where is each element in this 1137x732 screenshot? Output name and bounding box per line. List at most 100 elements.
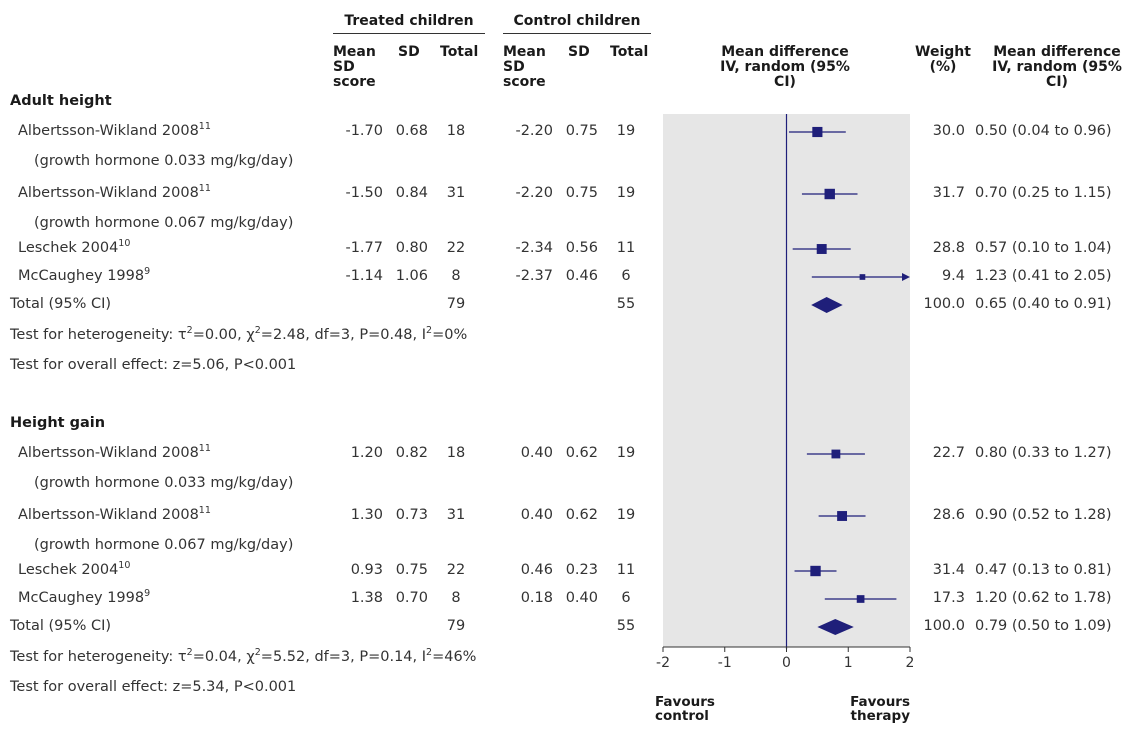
- total-weight: 100.0: [923, 618, 965, 634]
- treated-total-sum: 79: [446, 618, 466, 634]
- treated-sd: 0.80: [395, 240, 428, 256]
- total-mean-difference: 0.65 (0.40 to 0.91): [975, 296, 1112, 312]
- group-title: Height gain: [10, 415, 106, 431]
- study-subtitle: (growth hormone 0.033 mg/kg/day): [34, 475, 294, 491]
- treated-total: 18: [446, 445, 466, 461]
- study-estimate: [859, 274, 866, 280]
- study-estimate: [810, 565, 821, 577]
- control-mean: 0.46: [520, 562, 553, 578]
- mean-difference-value: 0.57 (0.10 to 1.04): [975, 240, 1112, 256]
- treated-total: 8: [451, 590, 461, 606]
- study-name: Albertsson-Wikland 200811: [18, 443, 211, 461]
- treated-mean: 1.38: [350, 590, 383, 606]
- study-name: Leschek 200410: [18, 238, 131, 256]
- control-sd: 0.62: [565, 507, 598, 523]
- overall-effect-test: Test for overall effect: z=5.34, P<0.001: [10, 679, 297, 695]
- control-total: 19: [616, 507, 636, 523]
- treated-total-sum: 79: [446, 296, 466, 312]
- mean-difference-value: 0.90 (0.52 to 1.28): [975, 507, 1112, 523]
- study-subtitle: (growth hormone 0.033 mg/kg/day): [34, 153, 294, 169]
- weight-value: 17.3: [932, 590, 965, 606]
- total-label: Total (95% CI): [10, 296, 112, 312]
- control-total: 19: [616, 185, 636, 201]
- control-sd: 0.40: [565, 590, 598, 606]
- control-sd: 0.56: [565, 240, 598, 256]
- study-estimate: [837, 511, 848, 521]
- treated-mean: -1.50: [345, 185, 383, 201]
- study-reference: 11: [198, 183, 211, 194]
- weight-value: 31.4: [932, 562, 965, 578]
- treated-mean: 0.93: [350, 562, 383, 578]
- forest-header: Mean difference IV, random (95% CI): [720, 44, 850, 90]
- md-header: Mean difference IV, random (95% CI): [992, 44, 1122, 90]
- chi-symbol: χ: [246, 327, 255, 343]
- study-reference: 10: [118, 238, 131, 249]
- treated-sd: 0.82: [395, 445, 428, 461]
- control-total: 11: [616, 240, 636, 256]
- treated-children-header: Treated children: [333, 14, 485, 34]
- group-title: Adult height: [10, 93, 112, 109]
- total-weight: 100.0: [923, 296, 965, 312]
- study-reference: 11: [198, 121, 211, 132]
- weight-value: 31.7: [932, 185, 965, 201]
- study-name-text: Leschek 2004: [18, 562, 119, 578]
- treated-mean: 1.20: [350, 445, 383, 461]
- treated-total: 22: [446, 240, 466, 256]
- control-total: 6: [621, 268, 631, 284]
- control-total: 19: [616, 123, 636, 139]
- x-tick-label: 0: [782, 655, 791, 671]
- i-squared: 2: [426, 325, 433, 336]
- treated-mean: -1.70: [345, 123, 383, 139]
- control-sd-header: SD: [568, 44, 590, 60]
- mean-difference-value: 0.50 (0.04 to 0.96): [975, 123, 1112, 139]
- treated-total: 18: [446, 123, 466, 139]
- mean-difference-value: 0.80 (0.33 to 1.27): [975, 445, 1112, 461]
- control-sd: 0.75: [565, 123, 598, 139]
- control-mean: 0.40: [520, 507, 553, 523]
- weight-value: 22.7: [932, 445, 965, 461]
- treated-sd: 0.84: [395, 185, 428, 201]
- weight-value: 28.8: [932, 240, 965, 256]
- study-name: McCaughey 19989: [18, 266, 150, 284]
- study-name-text: Leschek 2004: [18, 240, 119, 256]
- study-name-text: Albertsson-Wikland 2008: [18, 445, 199, 461]
- study-name-text: Albertsson-Wikland 2008: [18, 123, 199, 139]
- treated-total: 8: [451, 268, 461, 284]
- control-mean-header: Mean SD score: [503, 44, 546, 90]
- control-mean: 0.40: [520, 445, 553, 461]
- tau-symbol: τ: [177, 327, 187, 343]
- i-value: =0%: [432, 327, 468, 343]
- study-estimate: [856, 595, 865, 603]
- tau-value: =0.04,: [192, 649, 247, 665]
- treated-mean: 1.30: [350, 507, 383, 523]
- chi-value: =5.52, df=3, P=0.14,: [260, 649, 422, 665]
- weight-value: 30.0: [932, 123, 965, 139]
- study-reference: 10: [118, 560, 131, 571]
- control-sd: 0.62: [565, 445, 598, 461]
- chi-value: =2.48, df=3, P=0.48,: [260, 327, 422, 343]
- study-estimate: [816, 244, 827, 254]
- i-symbol: I: [421, 649, 427, 665]
- treated-mean: -1.14: [345, 268, 383, 284]
- treated-sd: 1.06: [395, 268, 428, 284]
- study-reference: 11: [198, 505, 211, 516]
- pooled-diamond: [811, 297, 843, 313]
- tau-squared: 2: [186, 325, 193, 336]
- ci-arrow: [902, 273, 910, 281]
- tau-symbol: τ: [177, 649, 187, 665]
- control-mean: 0.18: [520, 590, 553, 606]
- control-total: 6: [621, 590, 631, 606]
- control-mean: -2.37: [515, 268, 553, 284]
- control-mean: -2.20: [515, 185, 553, 201]
- weight-value: 9.4: [941, 268, 965, 284]
- study-subtitle: (growth hormone 0.067 mg/kg/day): [34, 215, 294, 231]
- x-tick-label: 1: [844, 655, 853, 671]
- control-sd: 0.23: [565, 562, 598, 578]
- i-squared: 2: [426, 647, 433, 658]
- i-symbol: I: [421, 327, 427, 343]
- control-sd: 0.75: [565, 185, 598, 201]
- study-reference: 11: [198, 443, 211, 454]
- favours-therapy-label: Favours therapy: [850, 694, 910, 724]
- control-total-sum: 55: [616, 618, 636, 634]
